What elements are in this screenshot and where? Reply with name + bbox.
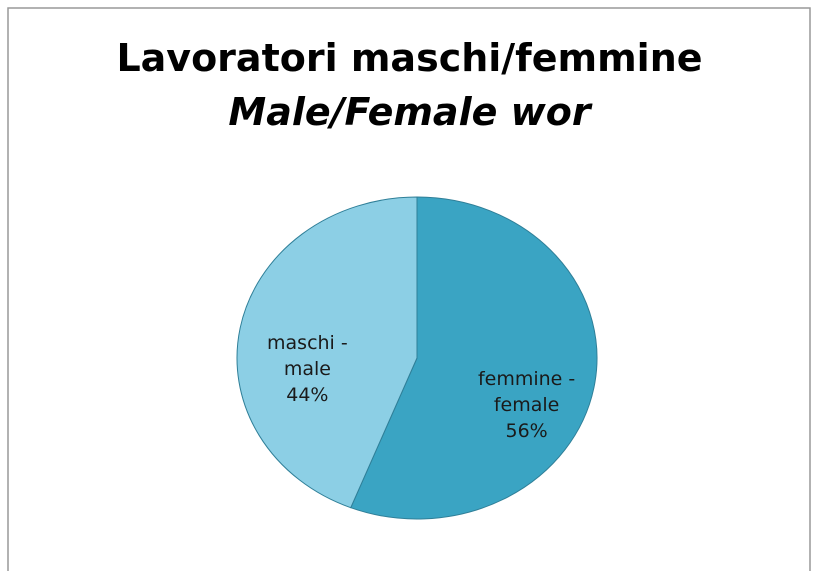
- chart-subtitle: Male/Female wor: [228, 90, 591, 134]
- data-label-name: femmine - female: [477, 368, 576, 417]
- data-label-value: 56%: [505, 420, 548, 443]
- pie-slice: [236, 196, 418, 509]
- chart-frame: [7, 7, 811, 571]
- data-label-name: maschi - male: [267, 331, 348, 380]
- chart-title: Lavoratori maschi/femmine: [116, 36, 703, 80]
- data-label: femmine - female 56%: [475, 366, 579, 444]
- pie-slice: [350, 196, 598, 520]
- data-label: maschi - male 44%: [255, 330, 359, 408]
- data-label-value: 44%: [286, 383, 329, 406]
